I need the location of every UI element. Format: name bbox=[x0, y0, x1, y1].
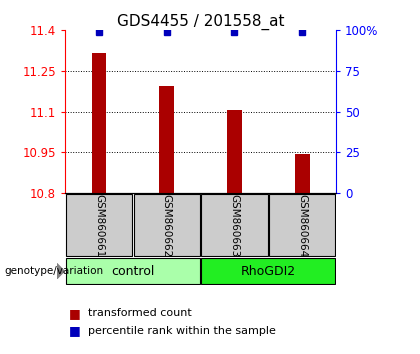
Bar bbox=[134, 194, 200, 256]
Text: ■: ■ bbox=[69, 325, 81, 337]
Text: GDS4455 / 201558_at: GDS4455 / 201558_at bbox=[117, 14, 284, 30]
Text: GSM860662: GSM860662 bbox=[162, 194, 172, 257]
Text: control: control bbox=[111, 265, 155, 278]
Text: RhoGDI2: RhoGDI2 bbox=[241, 265, 296, 278]
Text: transformed count: transformed count bbox=[88, 308, 192, 318]
Text: GSM860663: GSM860663 bbox=[229, 194, 239, 257]
Bar bbox=[201, 258, 335, 284]
Bar bbox=[201, 194, 268, 256]
Bar bbox=[92, 53, 106, 193]
Bar bbox=[66, 258, 200, 284]
Text: ■: ■ bbox=[69, 307, 81, 320]
Bar bbox=[295, 154, 310, 193]
Text: percentile rank within the sample: percentile rank within the sample bbox=[88, 326, 276, 336]
Polygon shape bbox=[57, 263, 64, 279]
Bar bbox=[66, 194, 132, 256]
Bar bbox=[269, 194, 335, 256]
Text: genotype/variation: genotype/variation bbox=[4, 266, 103, 276]
Text: GSM860661: GSM860661 bbox=[94, 194, 104, 257]
Text: GSM860664: GSM860664 bbox=[297, 194, 307, 257]
Bar bbox=[159, 86, 174, 193]
Bar bbox=[227, 110, 242, 193]
